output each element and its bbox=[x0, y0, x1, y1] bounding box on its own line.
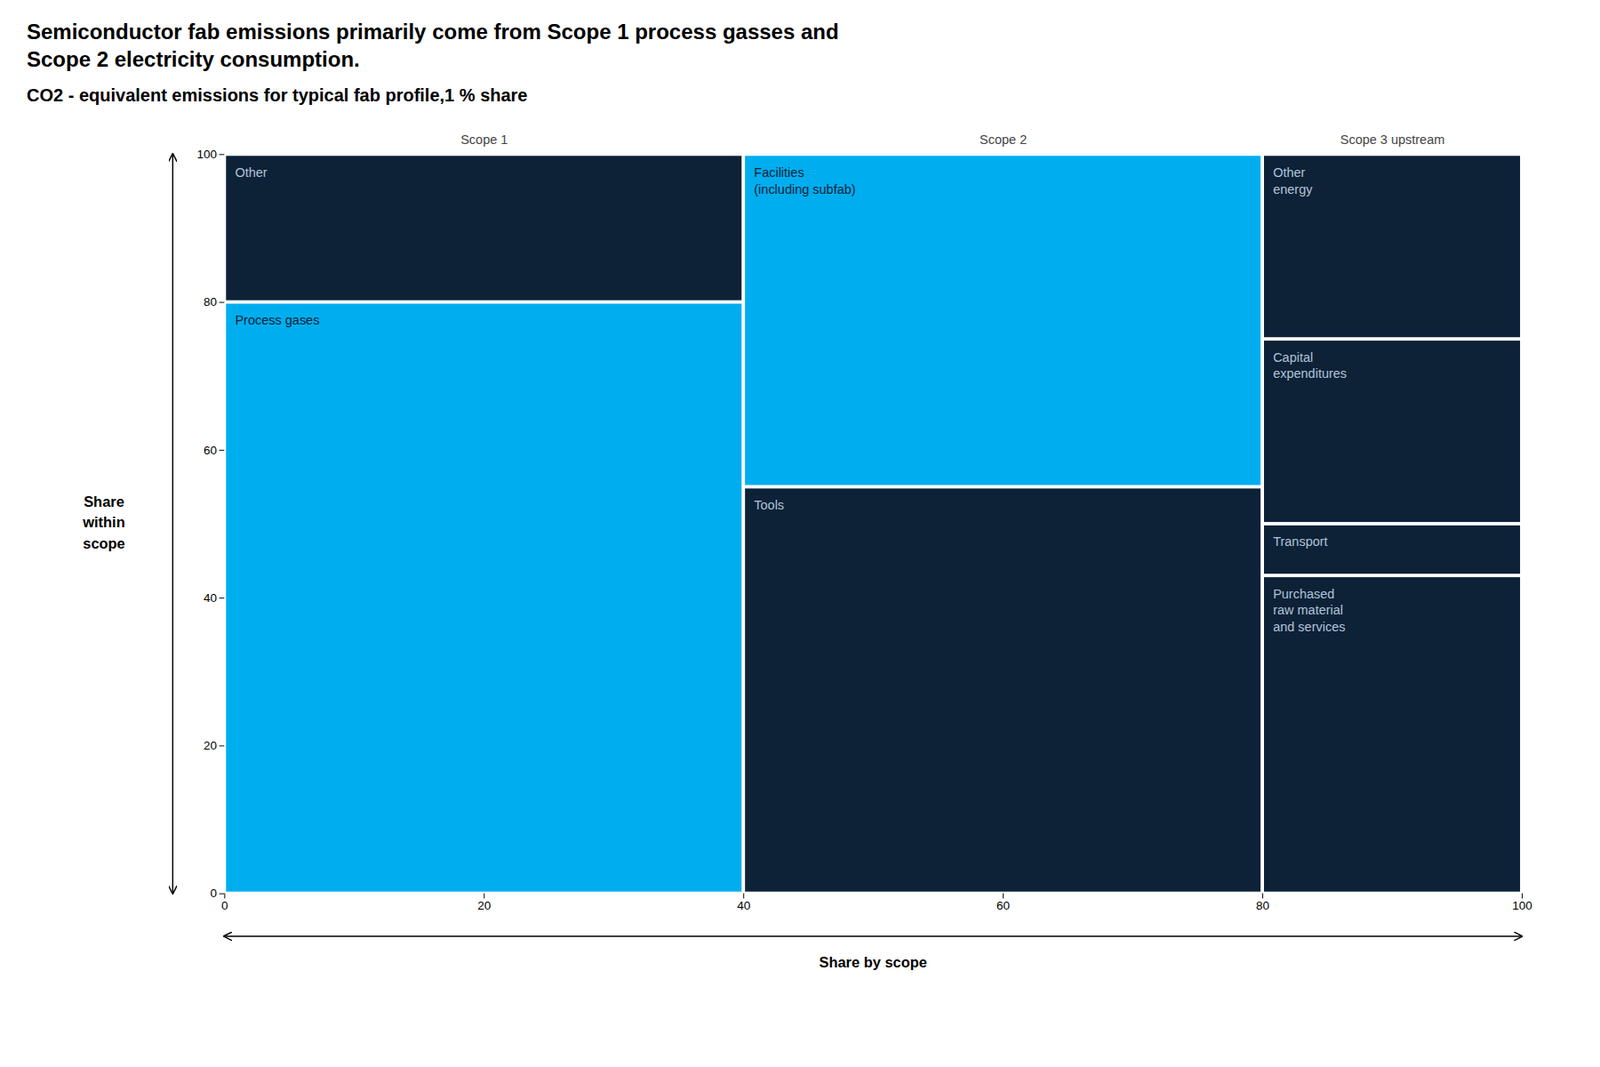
svg-text:Scope 2: Scope 2 bbox=[979, 133, 1027, 148]
svg-text:80: 80 bbox=[1256, 899, 1270, 913]
svg-text:Transport: Transport bbox=[1272, 535, 1328, 550]
svg-text:Other: Other bbox=[234, 165, 267, 180]
svg-text:0: 0 bbox=[221, 899, 229, 913]
html-text:CO2 - equivalent emissions for: CO2 - equivalent emissions for typical f… bbox=[26, 85, 528, 106]
svg-text:60: 60 bbox=[203, 443, 217, 457]
svg-text:Scope 3 upstream: Scope 3 upstream bbox=[1340, 133, 1446, 148]
svg-text:100: 100 bbox=[1512, 899, 1533, 913]
svg-text:20: 20 bbox=[203, 739, 217, 753]
svg-text:Process gases: Process gases bbox=[234, 312, 320, 328]
svg-text:40: 40 bbox=[736, 899, 751, 913]
svg-text:Otherenergy: Otherenergy bbox=[1272, 165, 1313, 197]
svg-text:100: 100 bbox=[197, 148, 218, 162]
svg-text:Purchasedraw materialand servi: Purchasedraw materialand services bbox=[1272, 586, 1345, 635]
svg-text:Scope 1: Scope 1 bbox=[460, 133, 508, 148]
svg-text:Capitalexpenditures: Capitalexpenditures bbox=[1272, 350, 1347, 382]
svg-text:Share by scope: Share by scope bbox=[818, 953, 927, 970]
svg-text:Facilities(including subfab): Facilities(including subfab) bbox=[753, 165, 856, 197]
html-text:Semiconductor fab emissions pr: Semiconductor fab emissions primarily co… bbox=[26, 19, 839, 72]
svg-text:0: 0 bbox=[210, 887, 218, 901]
svg-text:20: 20 bbox=[477, 899, 491, 913]
svg-text:80: 80 bbox=[203, 296, 217, 310]
svg-text:40: 40 bbox=[203, 591, 217, 605]
svg-text:Tools: Tools bbox=[753, 497, 784, 512]
svg-text:60: 60 bbox=[996, 899, 1010, 913]
svg-text:Sharewithinscope: Sharewithinscope bbox=[81, 494, 125, 552]
